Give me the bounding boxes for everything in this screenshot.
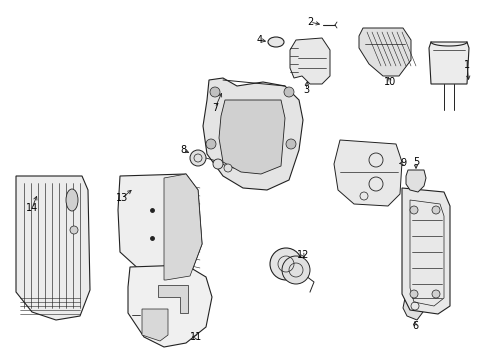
Text: 1: 1: [464, 60, 470, 70]
Circle shape: [432, 290, 440, 298]
Circle shape: [410, 290, 418, 298]
Text: 7: 7: [212, 103, 218, 113]
Polygon shape: [403, 290, 425, 320]
Circle shape: [210, 87, 220, 97]
Text: 4: 4: [257, 35, 263, 45]
Circle shape: [213, 159, 223, 169]
Circle shape: [282, 256, 310, 284]
Text: 8: 8: [180, 145, 186, 155]
Ellipse shape: [268, 37, 284, 47]
Circle shape: [432, 206, 440, 214]
Circle shape: [284, 87, 294, 97]
Polygon shape: [402, 188, 450, 314]
Polygon shape: [142, 309, 168, 341]
Text: 9: 9: [400, 158, 406, 168]
Polygon shape: [118, 174, 202, 280]
Polygon shape: [219, 100, 285, 174]
Polygon shape: [290, 38, 330, 84]
Text: 11: 11: [190, 332, 202, 342]
Text: 6: 6: [412, 321, 418, 331]
Polygon shape: [359, 28, 411, 76]
Text: 2: 2: [307, 17, 313, 27]
Polygon shape: [128, 265, 212, 347]
Circle shape: [190, 150, 206, 166]
Polygon shape: [334, 140, 402, 206]
Text: 14: 14: [26, 203, 38, 213]
Circle shape: [270, 248, 302, 280]
Polygon shape: [406, 170, 426, 192]
Polygon shape: [158, 285, 188, 313]
Text: 12: 12: [297, 250, 309, 260]
Circle shape: [70, 226, 78, 234]
Polygon shape: [164, 174, 202, 280]
Text: 10: 10: [384, 77, 396, 87]
Circle shape: [206, 139, 216, 149]
Polygon shape: [429, 42, 469, 84]
Polygon shape: [203, 78, 303, 190]
Text: 3: 3: [303, 85, 309, 95]
Text: 13: 13: [116, 193, 128, 203]
Circle shape: [410, 206, 418, 214]
Text: 5: 5: [413, 157, 419, 167]
Circle shape: [224, 164, 232, 172]
Polygon shape: [16, 176, 90, 320]
Ellipse shape: [66, 189, 78, 211]
Circle shape: [286, 139, 296, 149]
